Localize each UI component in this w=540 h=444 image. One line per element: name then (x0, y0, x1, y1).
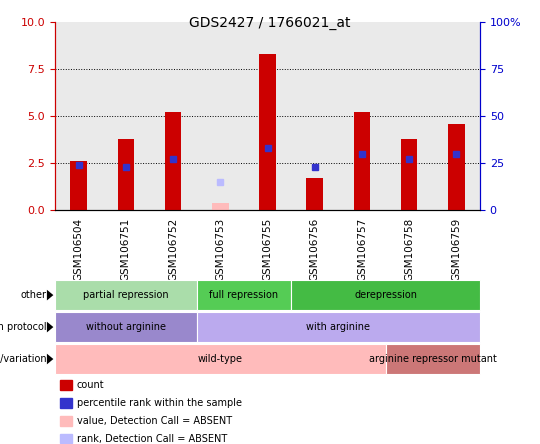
Bar (70, 161, 87, 210)
Text: rank, Detection Call = ABSENT: rank, Detection Call = ABSENT (77, 433, 227, 444)
Text: without arginine: without arginine (86, 322, 166, 332)
Bar (150, 22, 197, 210)
Bar (307, 178, 323, 210)
Bar (448, 123, 464, 210)
Text: GDS2427 / 1766021_at: GDS2427 / 1766021_at (189, 16, 351, 30)
Bar (197, 22, 244, 210)
Bar (212, 203, 228, 210)
Text: wild-type: wild-type (198, 354, 243, 364)
Polygon shape (47, 354, 53, 365)
Text: percentile rank within the sample: percentile rank within the sample (77, 398, 241, 408)
Text: value, Detection Call = ABSENT: value, Detection Call = ABSENT (77, 416, 232, 426)
Text: arginine repressor mutant: arginine repressor mutant (369, 354, 497, 364)
Bar (291, 22, 339, 210)
Bar (386, 22, 433, 210)
Bar (354, 112, 370, 210)
Bar (433, 22, 480, 210)
Text: with arginine: with arginine (306, 322, 370, 332)
Bar (259, 54, 276, 210)
Bar (102, 22, 150, 210)
Bar (165, 112, 181, 210)
Text: other: other (21, 290, 47, 300)
Text: genotype/variation: genotype/variation (0, 354, 47, 364)
Text: count: count (77, 380, 104, 390)
Bar (244, 22, 291, 210)
Bar (118, 139, 134, 210)
Polygon shape (47, 290, 53, 301)
Bar (339, 22, 386, 210)
Bar (401, 139, 417, 210)
Bar (55, 22, 102, 210)
Text: partial repression: partial repression (83, 290, 168, 300)
Polygon shape (47, 322, 53, 333)
Text: full repression: full repression (210, 290, 279, 300)
Text: derepression: derepression (354, 290, 417, 300)
Text: growth protocol: growth protocol (0, 322, 47, 332)
